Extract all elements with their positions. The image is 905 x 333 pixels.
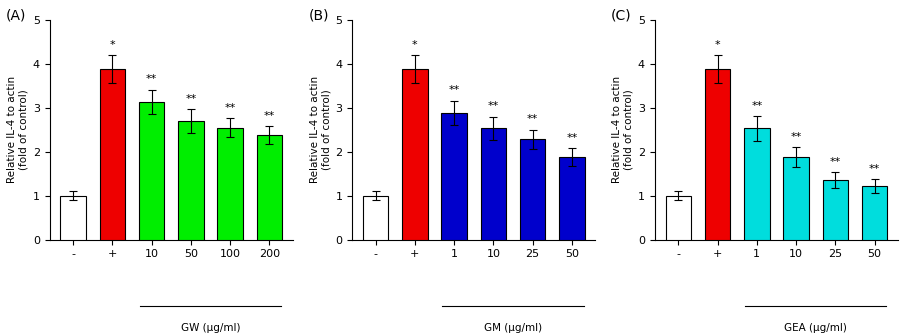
Text: **: ** — [186, 94, 196, 104]
Text: **: ** — [830, 157, 841, 167]
Text: **: ** — [146, 75, 157, 85]
Bar — [442, 113, 467, 240]
Text: (B): (B) — [309, 9, 329, 23]
Text: **: ** — [527, 115, 538, 125]
Text: *: * — [110, 40, 115, 50]
Bar — [481, 129, 506, 240]
Bar — [862, 186, 887, 240]
Bar — [744, 129, 769, 240]
Bar — [559, 157, 585, 240]
Text: **: ** — [263, 111, 275, 121]
Text: GW (μg/ml): GW (μg/ml) — [181, 323, 240, 333]
Y-axis label: Relative IL-4 to actin
(fold of control): Relative IL-4 to actin (fold of control) — [7, 76, 29, 183]
Text: *: * — [715, 40, 720, 50]
Bar — [61, 196, 86, 240]
Bar — [257, 135, 282, 240]
Bar — [100, 69, 125, 240]
Text: (C): (C) — [611, 9, 632, 23]
Y-axis label: Relative IL-4 to actin
(fold of control): Relative IL-4 to actin (fold of control) — [310, 76, 331, 183]
Text: **: ** — [751, 101, 762, 111]
Text: (A): (A) — [5, 9, 26, 23]
Bar — [402, 69, 428, 240]
Bar — [363, 196, 388, 240]
Bar — [178, 121, 204, 240]
Bar — [705, 69, 730, 240]
Bar — [783, 157, 809, 240]
Bar — [138, 102, 165, 240]
Bar — [519, 140, 546, 240]
Text: **: ** — [567, 133, 577, 143]
Text: **: ** — [224, 103, 235, 113]
Text: **: ** — [488, 101, 499, 111]
Text: **: ** — [790, 132, 802, 142]
Bar — [217, 128, 243, 240]
Text: *: * — [412, 40, 418, 50]
Y-axis label: Relative IL-4 to actin
(fold of control): Relative IL-4 to actin (fold of control) — [612, 76, 634, 183]
Bar — [823, 180, 848, 240]
Bar — [665, 196, 691, 240]
Text: GM (μg/ml): GM (μg/ml) — [484, 323, 542, 333]
Text: GEA (μg/ml): GEA (μg/ml) — [785, 323, 847, 333]
Text: **: ** — [869, 164, 881, 174]
Text: **: ** — [449, 86, 460, 96]
